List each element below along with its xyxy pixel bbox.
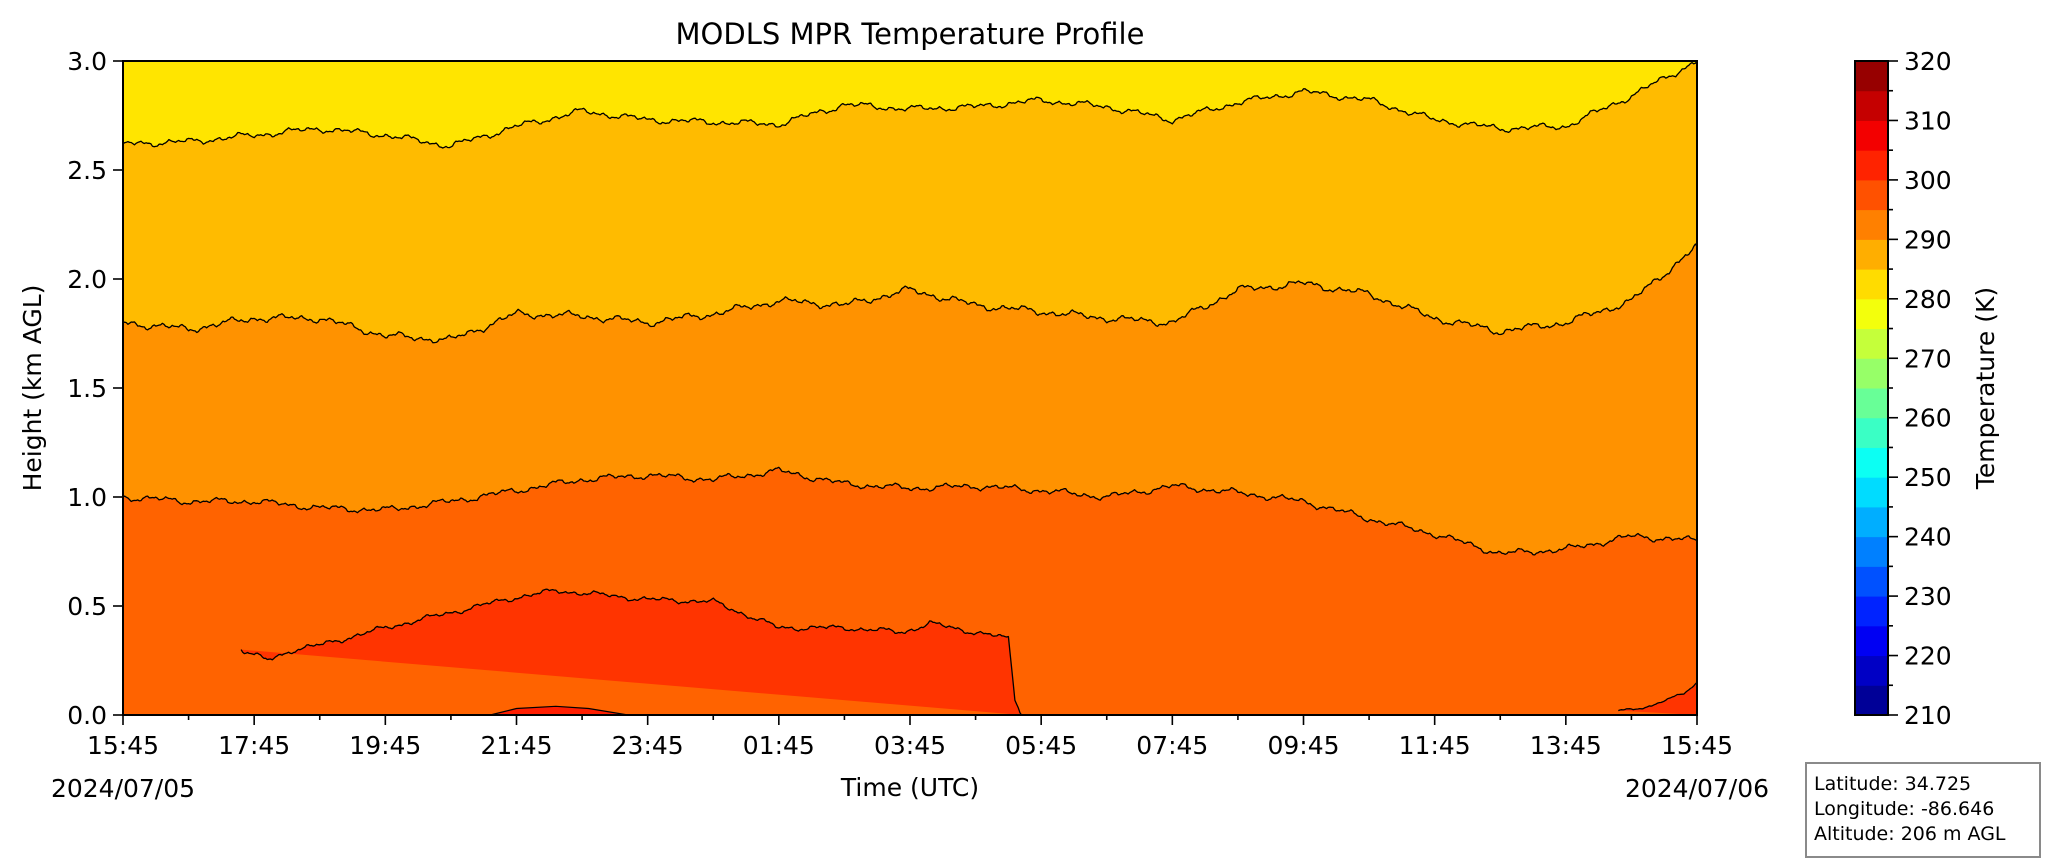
x-axis: 15:45 17:45 19:45 21:45 23:45 01:45 03:45 05:45… [87, 715, 1733, 760]
y-axis: 0.0 0.5 1.0 1.5 2.0 2.5 3.0 [67, 47, 123, 730]
colorbar-cell [1855, 328, 1888, 359]
colorbar-tick-label: 320 [1904, 47, 1952, 76]
colorbar-cell [1855, 685, 1888, 716]
colorbar-cell [1855, 90, 1888, 121]
colorbar-tick-label: 250 [1904, 463, 1952, 492]
colorbar-cell [1855, 120, 1888, 151]
y-tick-label: 2.5 [67, 156, 107, 185]
isotherm-layer [123, 61, 1697, 715]
y-axis-label: Height (km AGL) [18, 285, 47, 492]
y-tick-label: 2.0 [67, 265, 107, 294]
colorbar-cell [1855, 388, 1888, 419]
colorbar-cell [1855, 358, 1888, 389]
y-tick-label: 3.0 [67, 47, 107, 76]
longitude-text: Longitude: -86.646 [1814, 798, 1995, 820]
isotherm-300 [240, 588, 1023, 715]
isotherm-290 [123, 243, 1697, 344]
x-axis-label: Time (UTC) [840, 773, 979, 802]
x-tick-label: 13:45 [1530, 731, 1602, 760]
x-tick-label: 15:45 [1661, 731, 1733, 760]
station-info-box: Latitude: 34.725 Longitude: -86.646 Alti… [1805, 762, 2041, 858]
colorbar-tick-label: 290 [1904, 225, 1952, 254]
y-tick-label: 0.0 [67, 701, 107, 730]
colorbar-cell [1855, 298, 1888, 330]
x-tick-label: 23:45 [612, 731, 684, 760]
band-300-305-end [1618, 682, 1697, 715]
colorbar-cells [1855, 61, 1888, 716]
altitude-text: Altitude: 206 m AGL [1814, 823, 2006, 845]
chart-title: MODLS MPR Temperature Profile [676, 17, 1145, 51]
start-date-label: 2024/07/05 [51, 774, 195, 803]
colorbar-cell [1855, 150, 1888, 181]
x-tick-label: 09:45 [1267, 731, 1339, 760]
colorbar-ticks: 210 220 230 240 250 260 270 280 290 300 310 320 [1888, 47, 1952, 730]
x-tick-label: 15:45 [87, 731, 159, 760]
colorbar-tick-label: 270 [1904, 344, 1952, 373]
x-tick-label: 03:45 [874, 731, 946, 760]
colorbar-cell [1855, 61, 1888, 92]
y-tick-label: 0.5 [67, 592, 107, 621]
colorbar-tick-label: 310 [1904, 106, 1952, 135]
x-tick-label: 07:45 [1136, 731, 1208, 760]
y-tick-label: 1.5 [67, 374, 107, 403]
colorbar-tick-label: 230 [1904, 582, 1952, 611]
colorbar-cell [1855, 477, 1888, 508]
x-tick-label: 19:45 [349, 731, 421, 760]
colorbar-label: Temperature (K) [1971, 287, 2000, 490]
colorbar-cell [1855, 506, 1888, 538]
colorbar-cell [1855, 596, 1888, 627]
colorbar-cell [1855, 625, 1888, 657]
colorbar-tick-label: 240 [1904, 523, 1952, 552]
colorbar-cell [1855, 209, 1888, 240]
band-300-305 [241, 589, 1022, 715]
latitude-text: Latitude: 34.725 [1814, 773, 1972, 795]
colorbar-tick-label: 280 [1904, 285, 1952, 314]
colorbar-cell [1855, 536, 1888, 567]
colorbar-cell [1855, 417, 1888, 448]
plot-area [123, 61, 1697, 715]
warm-core-305 [490, 705, 629, 715]
y-tick-label: 1.0 [67, 483, 107, 512]
isotherm-300-end [1618, 681, 1697, 712]
colorbar-cell [1855, 239, 1888, 270]
x-tick-label: 21:45 [480, 731, 552, 760]
isotherm-285 [123, 61, 1697, 149]
colorbar-tick-label: 210 [1904, 701, 1952, 730]
x-tick-label: 11:45 [1399, 731, 1471, 760]
end-date-label: 2024/07/06 [1625, 774, 1769, 803]
colorbar: 210 220 230 240 250 260 270 280 290 300 310 320 [1854, 47, 1952, 730]
colorbar-cell [1855, 179, 1888, 211]
colorbar-tick-label: 300 [1904, 166, 1952, 195]
x-tick-label: 17:45 [218, 731, 290, 760]
colorbar-cell [1855, 566, 1888, 597]
x-tick-label: 05:45 [1005, 731, 1077, 760]
colorbar-cell [1855, 447, 1888, 478]
colorbar-cell [1855, 269, 1888, 300]
colorbar-tick-label: 220 [1904, 642, 1952, 671]
colorbar-tick-label: 260 [1904, 404, 1952, 433]
colorbar-cell [1855, 655, 1888, 686]
x-tick-label: 01:45 [743, 731, 815, 760]
isotherm-295 [123, 466, 1697, 556]
temperature-fill-layer [123, 61, 1697, 715]
